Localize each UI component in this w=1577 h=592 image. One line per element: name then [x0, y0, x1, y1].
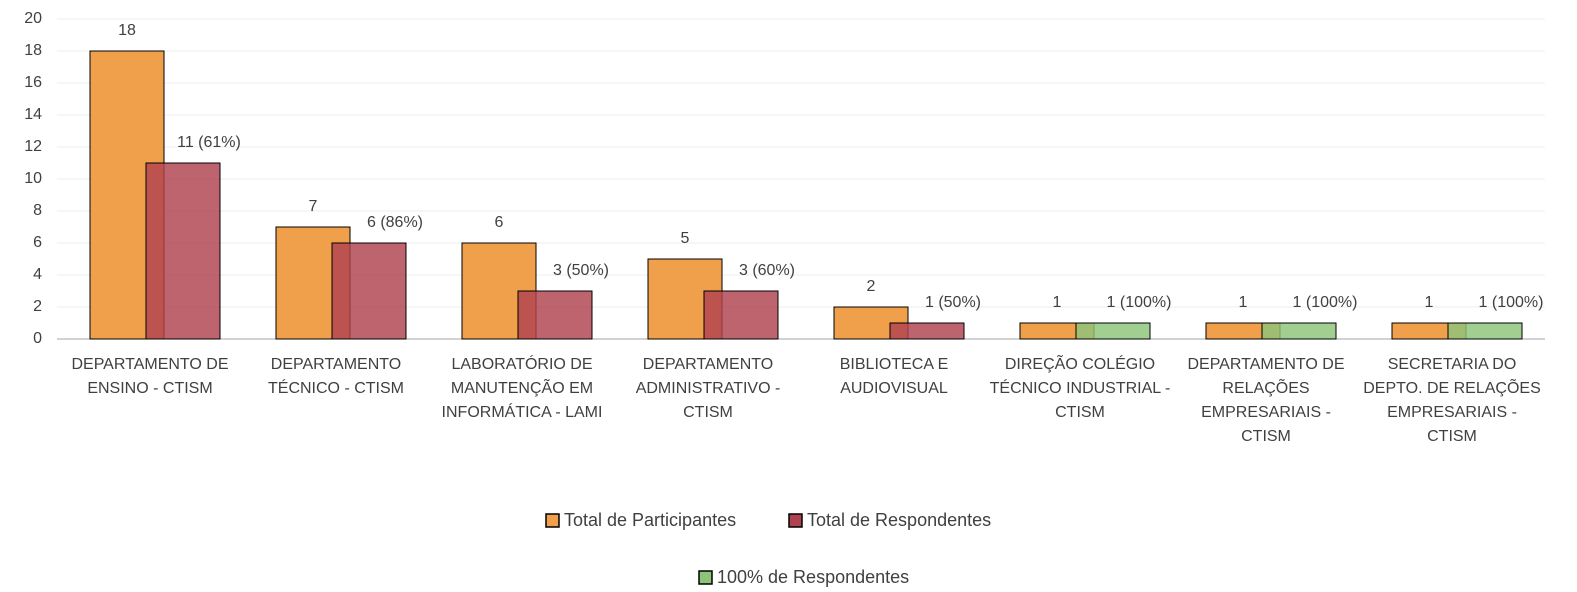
y-tick-label: 8 — [33, 202, 42, 219]
data-label: 3 (60%) — [739, 262, 795, 279]
legend-swatch — [788, 513, 803, 528]
legend-label: 100% de Respondentes — [717, 567, 909, 587]
data-label: 2 — [867, 278, 876, 295]
data-label: 1 (100%) — [1293, 294, 1358, 311]
bar — [331, 242, 407, 340]
bar — [517, 290, 593, 340]
x-tick-label: LABORATÓRIO DE MANUTENÇÃO EM INFORMÁTICA… — [441, 356, 603, 421]
legend-swatch — [698, 570, 713, 585]
data-label: 18 — [118, 22, 136, 39]
bar — [145, 162, 221, 340]
bar — [1261, 322, 1337, 340]
y-tick-label: 6 — [33, 234, 42, 251]
y-tick-label: 10 — [24, 170, 42, 187]
y-tick-label: 0 — [33, 330, 42, 347]
legend-swatch — [545, 513, 560, 528]
bar — [703, 290, 779, 340]
data-label: 6 (86%) — [367, 214, 423, 231]
y-tick-label: 14 — [24, 106, 42, 123]
y-tick-label: 20 — [24, 10, 42, 27]
data-label: 1 — [1053, 294, 1062, 311]
y-tick-label: 2 — [33, 298, 42, 315]
data-label: 3 (50%) — [553, 262, 609, 279]
bar — [1447, 322, 1523, 340]
legend-label: Total de Respondentes — [807, 510, 991, 530]
y-tick-label: 16 — [24, 74, 42, 91]
x-tick-label: DEPARTAMENTO DE RELAÇÕES EMPRESARIAIS - … — [1187, 356, 1345, 445]
y-tick-label: 18 — [24, 42, 42, 59]
x-tick-label: DIREÇÃO COLÉGIO TÉCNICO INDUSTRIAL - CTI… — [989, 356, 1171, 421]
data-label: 7 — [309, 198, 318, 215]
data-label: 1 (50%) — [925, 294, 981, 311]
x-tick-label: DEPARTAMENTO DE ENSINO - CTISM — [71, 356, 229, 397]
x-tick-label: DEPARTAMENTO TÉCNICO - CTISM — [268, 356, 404, 397]
legend-label: Total de Participantes — [564, 510, 736, 530]
bar — [889, 322, 965, 340]
data-label: 6 — [495, 214, 504, 231]
data-label: 1 (100%) — [1479, 294, 1544, 311]
x-tick-label: DEPARTAMENTO ADMINISTRATIVO - CTISM — [635, 356, 781, 421]
x-tick-label: SECRETARIA DO DEPTO. DE RELAÇÕES EMPRESA… — [1363, 356, 1541, 445]
x-tick-label: BIBLIOTECA E AUDIOVISUAL — [839, 356, 949, 397]
data-label: 5 — [681, 230, 690, 247]
data-label: 1 (100%) — [1107, 294, 1172, 311]
y-tick-label: 4 — [33, 266, 42, 283]
data-label: 11 (61%) — [177, 134, 241, 151]
y-tick-label: 12 — [24, 138, 42, 155]
bar — [1075, 322, 1151, 340]
data-label: 1 — [1425, 294, 1434, 311]
data-label: 1 — [1239, 294, 1248, 311]
